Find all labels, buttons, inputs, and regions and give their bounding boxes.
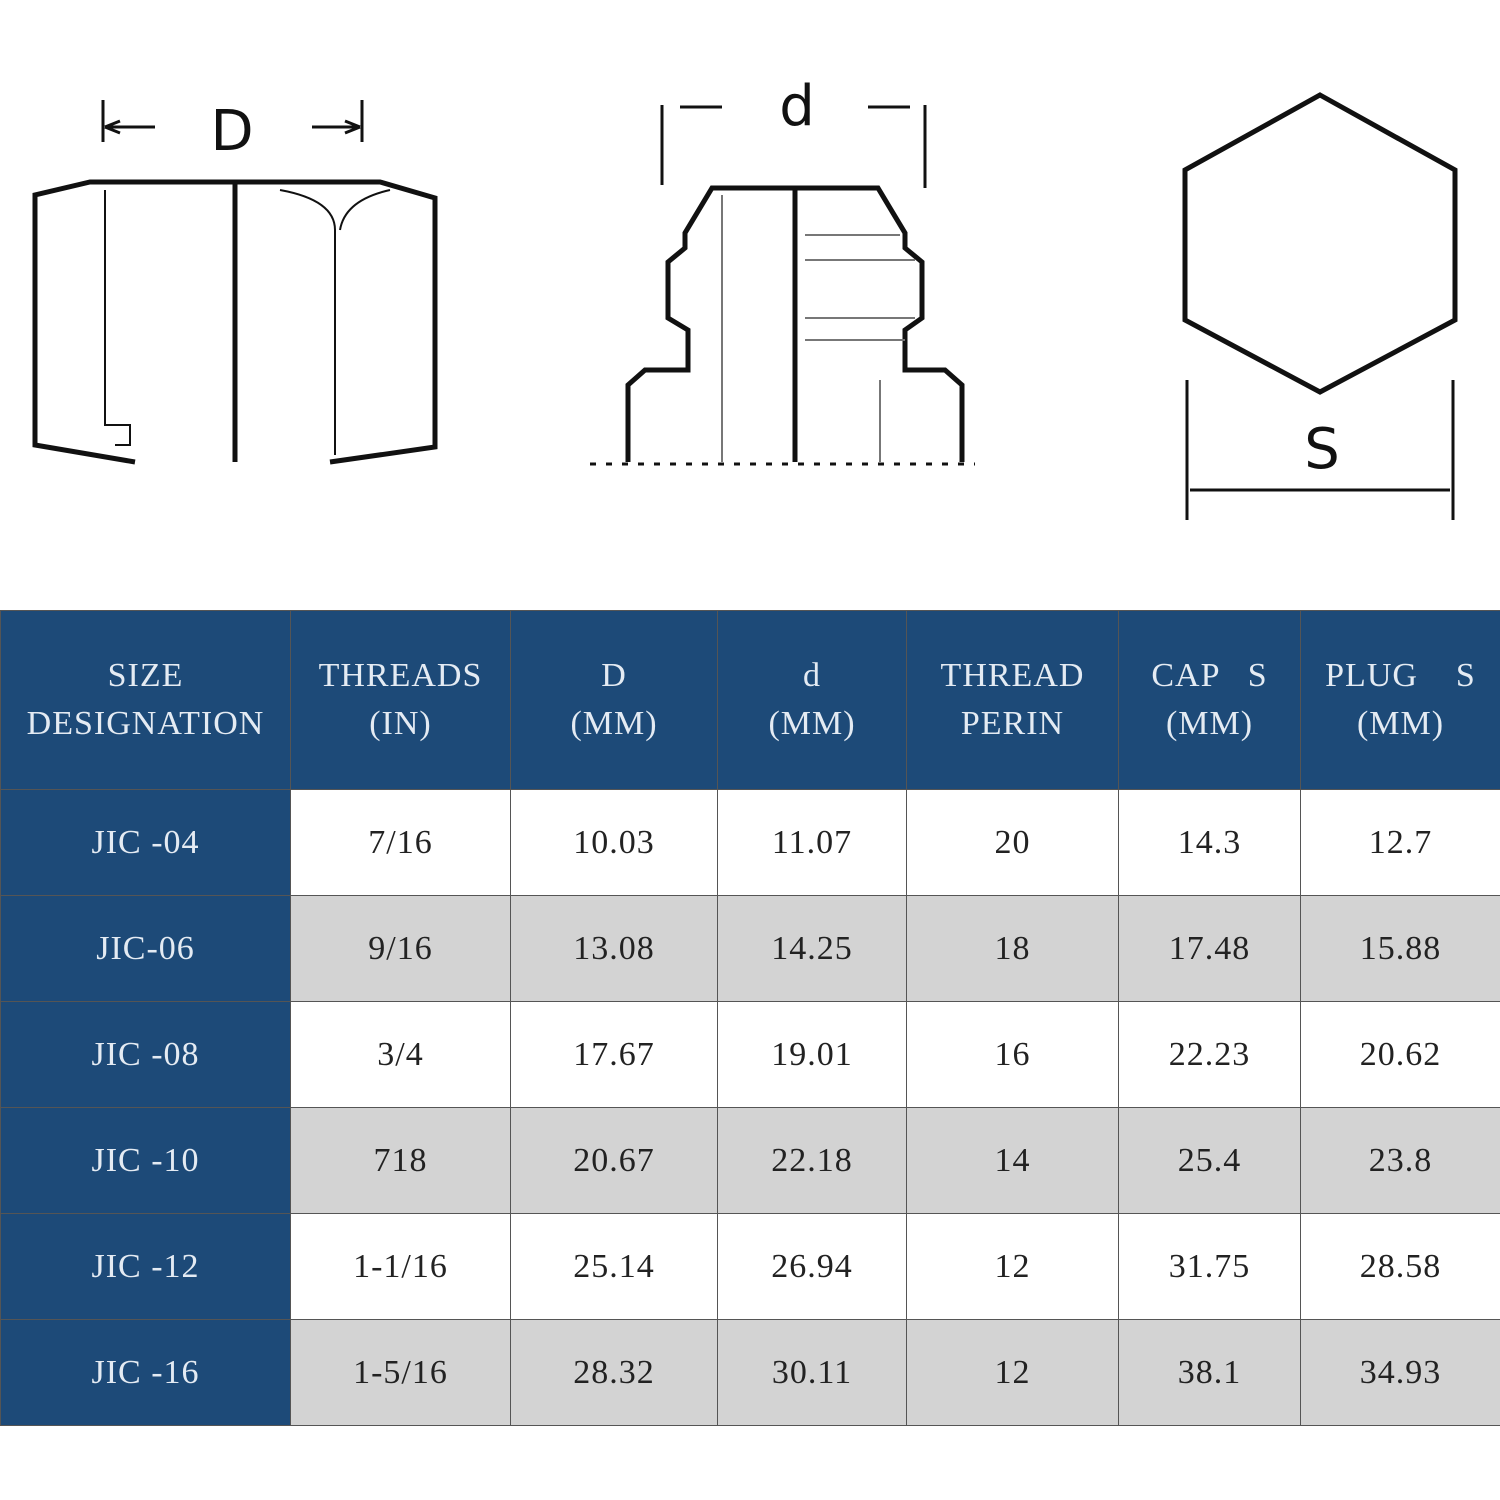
fitting-threads [721, 195, 915, 462]
header-cell: D (MM) [510, 610, 718, 790]
table-cell: 20 [906, 789, 1119, 896]
table-cell: 20.62 [1300, 1001, 1500, 1108]
table-cell: 11.07 [717, 789, 907, 896]
table-row: JIC -04 7/16 10.03 11.07 20 14.3 12.7 [0, 789, 1500, 896]
header-cell: THREADS (IN) [290, 610, 511, 790]
header-cell: PLUG S (MM) [1300, 610, 1500, 790]
header-text: PERIN [960, 705, 1065, 742]
table-cell: 20.67 [510, 1107, 718, 1214]
size-cell: JIC -10 [0, 1107, 291, 1214]
table-cell: 1-1/16 [290, 1213, 511, 1320]
table-cell: 31.75 [1118, 1213, 1301, 1320]
size-cell: JIC -12 [0, 1213, 291, 1320]
table-cell: 14.3 [1118, 789, 1301, 896]
header-text: THREADS [318, 657, 483, 694]
size-cell: JIC-06 [0, 895, 291, 1002]
nut-inner [104, 190, 131, 446]
table-cell: 19.01 [717, 1001, 907, 1108]
size-cell: JIC -04 [0, 789, 291, 896]
table-cell: 13.08 [510, 895, 718, 1002]
table-cell: 28.32 [510, 1319, 718, 1426]
size-cell: JIC -16 [0, 1319, 291, 1426]
hexagon [1182, 92, 1458, 395]
table-cell: 25.4 [1118, 1107, 1301, 1214]
header-text: (MM) [1165, 705, 1254, 742]
table-cell: 38.1 [1118, 1319, 1301, 1426]
table-cell: 12.7 [1300, 789, 1500, 896]
table-cell: 26.94 [717, 1213, 907, 1320]
table-cell: 14.25 [717, 895, 907, 1002]
header-cell: CAP S (MM) [1118, 610, 1301, 790]
hex-drawing [1182, 92, 1458, 520]
table-row: JIC -12 1-1/16 25.14 26.94 12 31.75 28.58 [0, 1213, 1500, 1320]
table-cell: 7/16 [290, 789, 511, 896]
table-cell: 3/4 [290, 1001, 511, 1108]
nut-drawing [32, 100, 438, 465]
header-text: SIZE [107, 657, 184, 694]
dim-label: d [779, 74, 815, 139]
table-cell: 9/16 [290, 895, 511, 1002]
diagrams: D d S [32, 74, 1458, 520]
header-text: (IN) [369, 705, 432, 742]
header-text: D [601, 657, 627, 694]
table-cell: 1-5/16 [290, 1319, 511, 1426]
table-row: JIC -16 1-5/16 28.32 30.11 12 38.1 34.93 [0, 1319, 1500, 1426]
header-text: (MM) [570, 705, 658, 742]
table-cell: 28.58 [1300, 1213, 1500, 1320]
header-text: DESIGNATION [26, 705, 265, 742]
header-cell: d (MM) [717, 610, 907, 790]
table-cell: 14 [906, 1107, 1119, 1214]
table-cell: 12 [906, 1319, 1119, 1426]
dim-label: D [210, 99, 253, 164]
table-cell: 30.11 [717, 1319, 907, 1426]
header-text: (MM) [1356, 705, 1445, 742]
table-cell: 34.93 [1300, 1319, 1500, 1426]
table-cell: 10.03 [510, 789, 718, 896]
table-row: JIC-06 9/16 13.08 14.25 18 17.48 15.88 [0, 895, 1500, 1002]
table-cell: 12 [906, 1213, 1119, 1320]
table-cell: 16 [906, 1001, 1119, 1108]
table-cell: 18 [906, 895, 1119, 1002]
table-cell: 15.88 [1300, 895, 1500, 1002]
table-cell: 25.14 [510, 1213, 718, 1320]
table-cell: 23.8 [1300, 1107, 1500, 1214]
table-cell: 22.18 [717, 1107, 907, 1214]
nut-chamfer [279, 189, 391, 455]
table-row: JIC -08 3/4 17.67 19.01 16 22.23 20.62 [0, 1001, 1500, 1108]
table-cell: 22.23 [1118, 1001, 1301, 1108]
header-text: CAP S [1151, 657, 1268, 694]
dim-arrows [104, 119, 361, 135]
header-cell: THREAD PERIN [906, 610, 1119, 790]
dim-label: S [1304, 417, 1340, 482]
table-row: JIC -10 718 20.67 22.18 14 25.4 23.8 [0, 1107, 1500, 1214]
table-cell: 17.48 [1118, 895, 1301, 1002]
size-cell: JIC -08 [0, 1001, 291, 1108]
table-cell: 718 [290, 1107, 511, 1214]
spec-table: SIZE DESIGNATION THREADS (IN) D (MM) d (MM) THRE… [0, 610, 1500, 1426]
header-text: (MM) [768, 705, 856, 742]
fitting-drawing [590, 105, 975, 466]
header-text: THREAD [940, 657, 1085, 694]
header-text: d [803, 657, 821, 694]
table-cell: 17.67 [510, 1001, 718, 1108]
header-row: SIZE DESIGNATION THREADS (IN) D (MM) d (MM) THRE… [0, 610, 1500, 790]
header-cell: SIZE DESIGNATION [0, 610, 291, 790]
header-text: PLUG S [1325, 657, 1476, 694]
